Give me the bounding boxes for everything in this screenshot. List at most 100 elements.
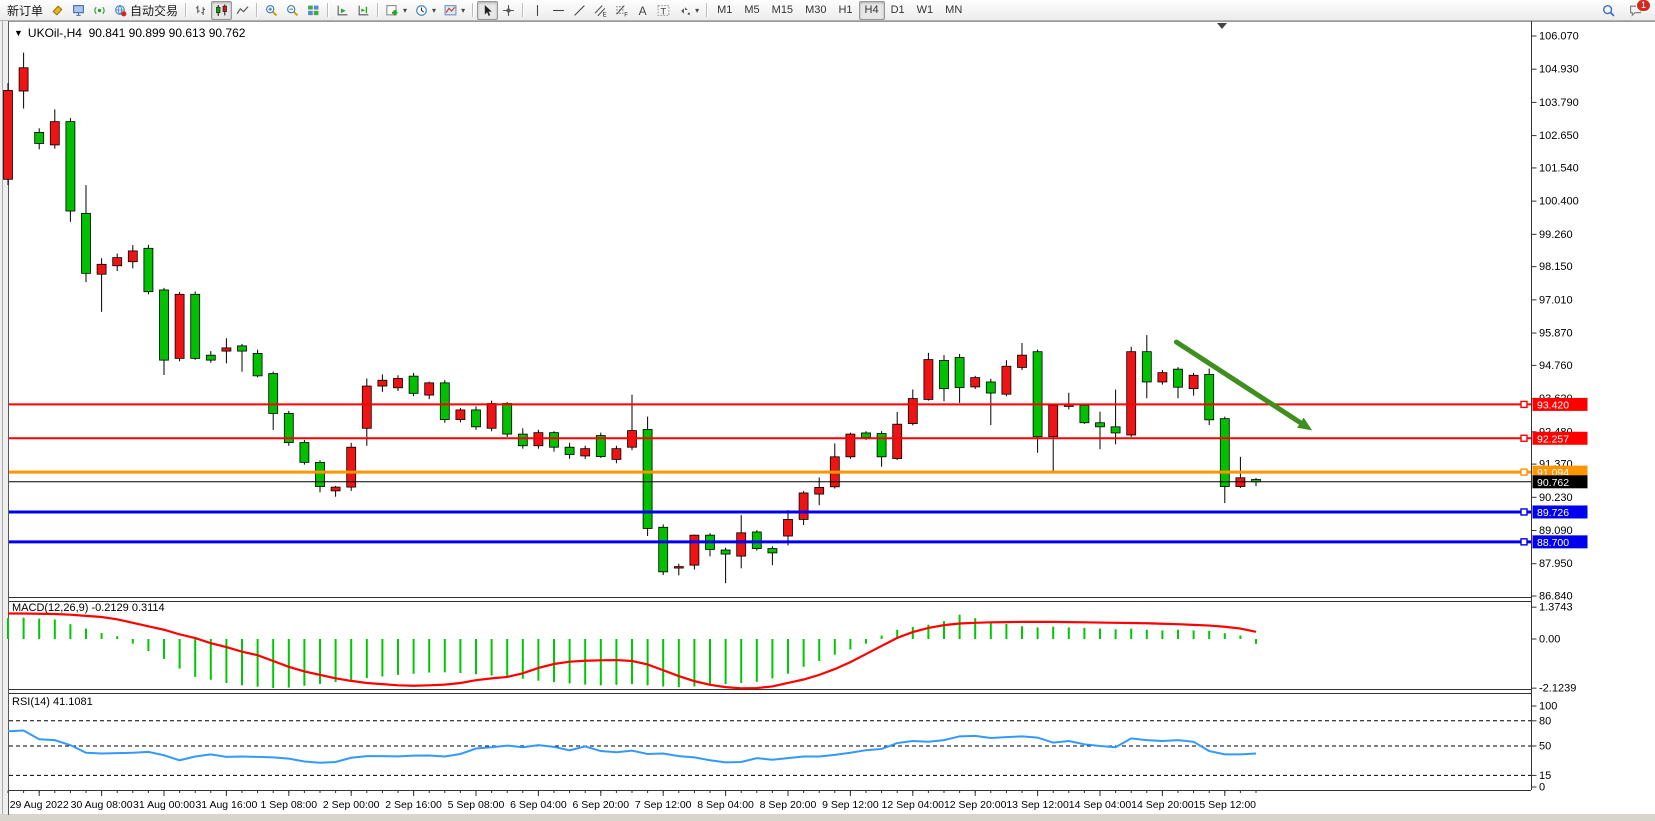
new-order-button[interactable]: 新订单 bbox=[3, 1, 47, 20]
candle-body bbox=[1079, 404, 1090, 424]
horizontal-line-icon[interactable] bbox=[548, 1, 569, 20]
rsi-axis-label: 15 bbox=[1539, 770, 1551, 782]
bar-chart-type-icon[interactable] bbox=[190, 1, 211, 20]
candle-body bbox=[205, 354, 216, 361]
chart-shift-icon[interactable] bbox=[353, 1, 374, 20]
candle-body bbox=[1048, 404, 1059, 438]
auto-scroll-icon[interactable] bbox=[332, 1, 353, 20]
rsi-line bbox=[7, 729, 1257, 764]
periods-icon[interactable]: ▾ bbox=[411, 1, 440, 20]
rsi-axis-label: 0 bbox=[1539, 782, 1545, 794]
line-handle[interactable] bbox=[1520, 508, 1528, 516]
tf-m30-button[interactable]: M30 bbox=[799, 1, 832, 20]
profile-icon[interactable] bbox=[68, 1, 89, 20]
candle-body bbox=[673, 566, 684, 569]
chevron-down-icon[interactable]: ▾ bbox=[461, 5, 466, 15]
signals-icon-glyph bbox=[93, 4, 106, 17]
vertical-line-icon-glyph bbox=[531, 4, 544, 17]
fibonacci-icon[interactable]: F bbox=[611, 1, 632, 20]
candle-body bbox=[751, 531, 762, 549]
price-axis-label: 90.230 bbox=[1539, 492, 1573, 504]
candle-body bbox=[736, 532, 747, 557]
chart-shift-icon-glyph bbox=[357, 4, 370, 17]
time-axis-label: 14 Sep 04:00 bbox=[1069, 799, 1132, 811]
add-indicator-icon[interactable]: ▾ bbox=[382, 1, 411, 20]
tf-m5-button[interactable]: M5 bbox=[738, 1, 765, 20]
candle-body bbox=[845, 433, 856, 458]
line-handle[interactable] bbox=[1520, 434, 1528, 442]
line-handle[interactable] bbox=[1520, 400, 1528, 409]
text-label-icon[interactable]: T bbox=[653, 1, 674, 20]
templates-icon-glyph bbox=[444, 4, 457, 17]
chevron-down-icon[interactable]: ▾ bbox=[403, 5, 408, 15]
price-axis-label: 99.260 bbox=[1539, 229, 1573, 241]
zoom-out-icon[interactable] bbox=[282, 1, 303, 20]
chevron-down-icon[interactable]: ▾ bbox=[695, 5, 700, 15]
candle-body bbox=[65, 121, 76, 212]
tf-h4-button[interactable]: H4 bbox=[858, 0, 885, 20]
candle-body bbox=[892, 423, 903, 459]
fibonacci-icon-glyph: F bbox=[615, 4, 628, 17]
signals-icon[interactable] bbox=[89, 1, 110, 20]
candlestick-chart-type-icon[interactable] bbox=[211, 0, 233, 20]
candle-body bbox=[1017, 354, 1027, 368]
chevron-down-icon[interactable]: ▾ bbox=[432, 5, 437, 15]
candle-body bbox=[1141, 351, 1152, 383]
price-axis-label: 94.760 bbox=[1539, 360, 1573, 372]
crosshair-icon[interactable] bbox=[498, 1, 519, 20]
rsi-axis-label: 100 bbox=[1539, 701, 1557, 713]
tf-mn-button[interactable]: MN bbox=[939, 1, 968, 20]
zoom-in-icon-glyph bbox=[265, 4, 278, 17]
auto-trading-button[interactable]: 自动交易 bbox=[110, 1, 182, 20]
tf-m15-button[interactable]: M15 bbox=[766, 1, 799, 20]
candle-body bbox=[611, 448, 622, 460]
toolbar-item-label: MN bbox=[945, 4, 963, 16]
templates-icon[interactable]: ▾ bbox=[440, 1, 469, 20]
tf-w1-button[interactable]: W1 bbox=[911, 1, 940, 20]
candle-body bbox=[159, 289, 169, 361]
candle-body bbox=[283, 413, 294, 443]
candle-body bbox=[549, 432, 559, 448]
price-tag bbox=[1532, 505, 1588, 519]
zoom-out-icon-glyph bbox=[286, 4, 299, 17]
toolbar: 新订单 自动交易 ▾ ▾ ▾ E F A T ▾ M1 M5 M15 M30 H1 H4 D1 W1 MN 1 bbox=[0, 0, 1655, 21]
line-handle[interactable] bbox=[1520, 468, 1528, 476]
price-axis-label: 100.400 bbox=[1539, 196, 1579, 208]
time-axis-label: 30 Aug 08:00 bbox=[71, 799, 133, 811]
candle-body bbox=[720, 549, 731, 555]
tf-d1-button[interactable]: D1 bbox=[885, 1, 911, 20]
trend-arrow-head[interactable] bbox=[1297, 417, 1313, 431]
cursor-icon[interactable] bbox=[477, 0, 499, 20]
chart-window-icon[interactable] bbox=[47, 1, 68, 20]
candle-body bbox=[939, 360, 949, 390]
line-chart-type-icon[interactable] bbox=[232, 1, 253, 20]
arrows-icon[interactable]: ▾ bbox=[674, 1, 703, 20]
tile-windows-icon[interactable] bbox=[303, 1, 324, 20]
search-icon[interactable] bbox=[1598, 1, 1619, 20]
candle-body bbox=[1188, 374, 1199, 390]
main-macd-separator bbox=[9, 597, 1531, 602]
toolbar-separator bbox=[185, 3, 188, 17]
text-icon[interactable]: A bbox=[632, 1, 653, 20]
horizontal-line-icon-glyph bbox=[552, 4, 565, 17]
candlestick-chart-type-icon-glyph bbox=[215, 4, 228, 17]
time-axis-label: 13 Sep 12:00 bbox=[1006, 799, 1069, 811]
candle-body bbox=[315, 461, 325, 487]
candle-body bbox=[1032, 351, 1043, 438]
tf-h1-button[interactable]: H1 bbox=[832, 1, 858, 20]
candle-body bbox=[3, 90, 13, 180]
line-handle[interactable] bbox=[1520, 538, 1528, 546]
candle-body bbox=[689, 534, 700, 566]
toolbar-item-label: 自动交易 bbox=[130, 3, 179, 18]
vertical-line-icon[interactable] bbox=[527, 1, 548, 20]
equidistant-channel-icon[interactable]: E bbox=[590, 1, 611, 20]
time-axis-label: 12 Sep 04:00 bbox=[882, 799, 945, 811]
trendline-icon[interactable] bbox=[569, 1, 590, 20]
trend-arrow[interactable] bbox=[1173, 339, 1308, 428]
macd-axis-label: 1.3743 bbox=[1539, 602, 1573, 614]
tf-m1-button[interactable]: M1 bbox=[711, 1, 738, 20]
chat-icon[interactable]: 1 bbox=[1625, 0, 1651, 20]
zoom-in-icon[interactable] bbox=[261, 1, 282, 20]
crosshair-icon-glyph bbox=[502, 4, 515, 17]
